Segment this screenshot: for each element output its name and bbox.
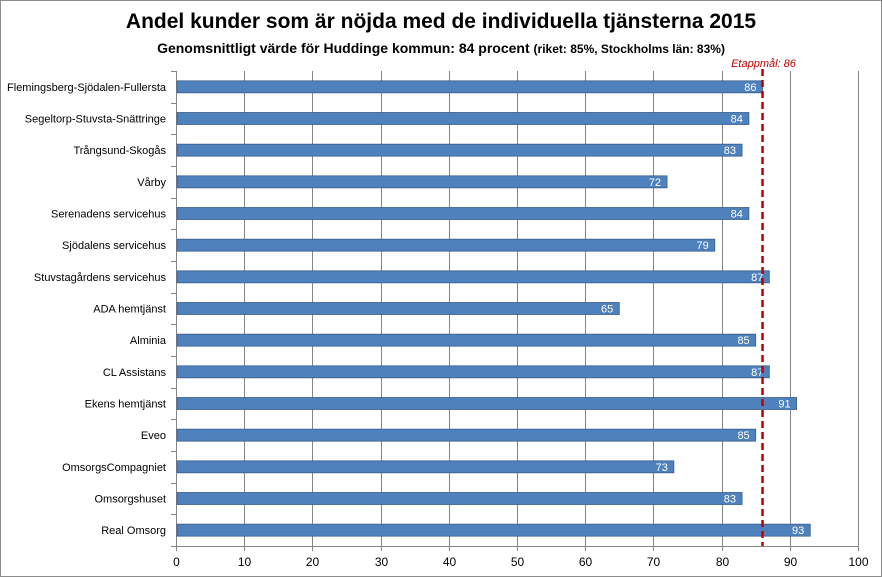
bar-value-label: 86 (744, 82, 756, 94)
category-label: Flemingsberg-Sjödalen-Fullersta (7, 82, 167, 94)
category-label: Ekens hemtjänst (85, 399, 166, 411)
bar-value-label: 84 (731, 114, 743, 126)
x-tick-label: 10 (238, 555, 252, 569)
bar (176, 112, 750, 125)
bar (176, 143, 743, 157)
bar (176, 523, 811, 537)
category-label: Vårby (137, 177, 166, 189)
bar-value-label: 79 (697, 240, 709, 252)
category-label: Trångsund-Skogås (73, 145, 166, 157)
x-tick-label: 80 (716, 555, 730, 569)
bar-value-label: 87 (751, 367, 763, 379)
x-tick-label: 90 (784, 555, 798, 569)
x-tick-label: 100 (848, 555, 868, 569)
category-label: Sjödalens servicehus (62, 240, 166, 252)
category-label: OmsorgsCompagniet (62, 462, 166, 474)
bar (176, 175, 668, 189)
bar-value-label: 87 (751, 272, 763, 284)
category-label: Segeltorp-Stuvsta-Snättringe (25, 114, 166, 126)
bar (176, 270, 770, 284)
bar (176, 428, 757, 442)
x-tick-label: 40 (443, 555, 457, 569)
bar-value-label: 85 (737, 335, 749, 347)
bar (176, 302, 620, 315)
category-label: Stuvstagårdens servicehus (34, 272, 167, 284)
chart-title: Andel kunder som är nöjda med de individ… (125, 10, 757, 33)
category-label: Omsorgshuset (94, 494, 166, 506)
x-tick-label: 30 (375, 555, 389, 569)
bar-value-label: 65 (601, 304, 613, 316)
bar-value-label: 72 (649, 177, 661, 189)
bar-value-label: 73 (656, 462, 668, 474)
bar (176, 238, 716, 252)
chart-subtitle-note: (riket: 85%, Stockholms län: 83%) (533, 42, 725, 56)
bar-value-label: 84 (731, 209, 743, 221)
bar (176, 492, 743, 505)
x-tick-label: 20 (306, 555, 320, 569)
chart-subtitle: Genomsnittligt värde för Huddinge kommun… (0, 40, 882, 56)
bar-value-label: 85 (737, 430, 749, 442)
target-label: Etappmål: 86 (731, 58, 797, 70)
bar (176, 397, 798, 410)
bar-value-label: 93 (792, 525, 804, 537)
bar (176, 80, 763, 94)
x-tick-label: 0 (173, 555, 180, 569)
bar-value-label: 83 (724, 145, 736, 157)
x-tick-label: 70 (647, 555, 661, 569)
x-tick-label: 60 (579, 555, 593, 569)
category-label: ADA hemtjänst (93, 304, 166, 316)
category-label: CL Assistans (103, 367, 167, 379)
category-label: Serenadens servicehus (51, 209, 166, 221)
category-label: Alminia (130, 335, 167, 347)
bar (176, 333, 757, 347)
bar (176, 365, 770, 379)
chart-subtitle-main: Genomsnittligt värde för Huddinge kommun… (157, 40, 530, 56)
category-label: Real Omsorg (101, 525, 166, 537)
category-label: Eveo (141, 430, 166, 442)
bar (176, 460, 675, 474)
bar (176, 207, 750, 220)
bar-value-label: 91 (778, 399, 790, 411)
bar-value-label: 83 (724, 494, 736, 506)
x-tick-label: 50 (511, 555, 525, 569)
